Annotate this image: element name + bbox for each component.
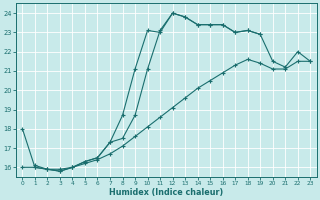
X-axis label: Humidex (Indice chaleur): Humidex (Indice chaleur) bbox=[109, 188, 223, 197]
